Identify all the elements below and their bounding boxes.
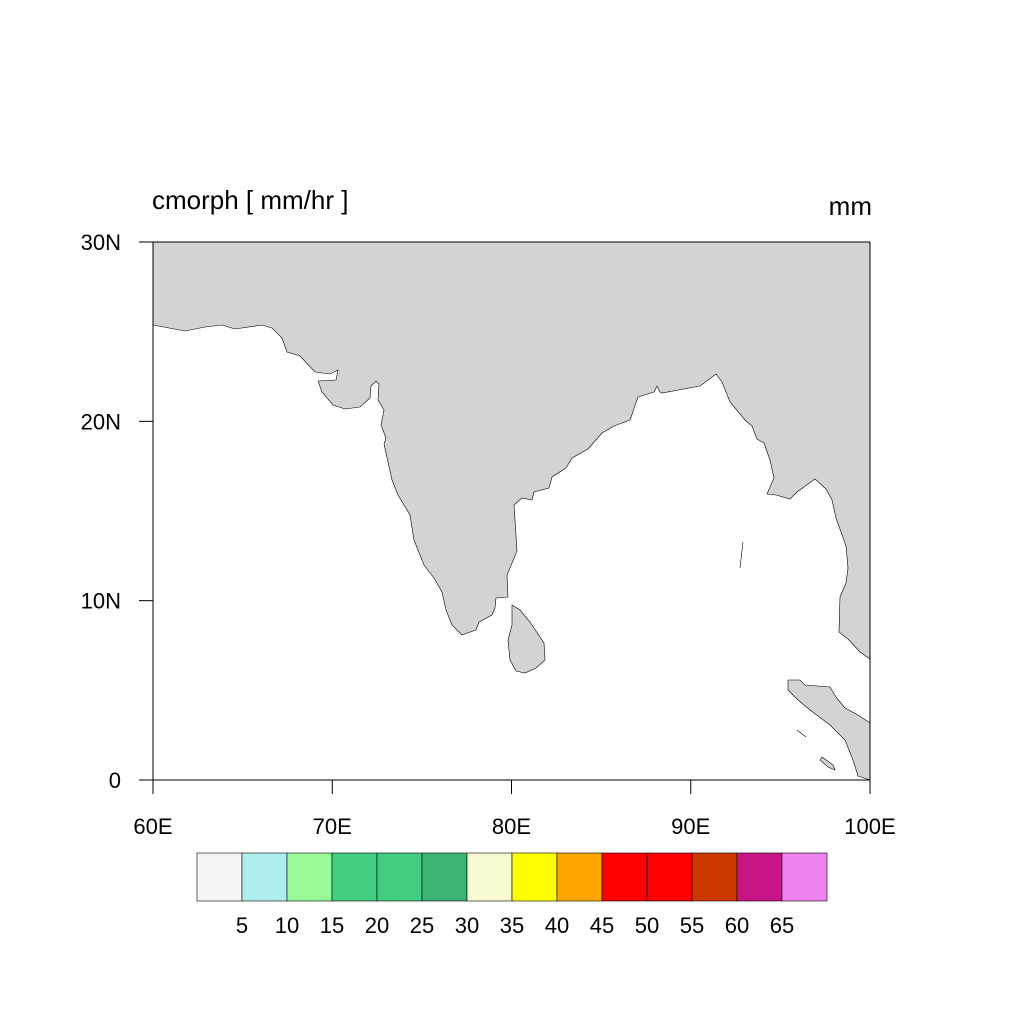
colorbar-label: 45 <box>590 913 614 938</box>
colorbar-box <box>691 852 738 902</box>
x-tick-label: 100E <box>844 814 895 839</box>
title-left: cmorph [ mm/hr ] <box>152 185 348 215</box>
colorbar-box <box>376 852 423 902</box>
colorbar-box <box>556 852 603 902</box>
land <box>152 241 871 781</box>
x-tick-label: 90E <box>671 814 710 839</box>
colorbar-label: 10 <box>275 913 299 938</box>
x-tick-label: 60E <box>133 814 172 839</box>
colorbar-label: 25 <box>410 913 434 938</box>
colorbar-box <box>646 852 693 902</box>
x-tick-label: 70E <box>313 814 352 839</box>
colorbar-label: 40 <box>545 913 569 938</box>
colorbar-box <box>601 852 648 902</box>
colorbar-label: 15 <box>320 913 344 938</box>
colorbar-label: 20 <box>365 913 389 938</box>
colorbar-box <box>241 852 288 902</box>
x-tick-label: 80E <box>492 814 531 839</box>
colorbar-box <box>736 852 783 902</box>
y-tick-label: 20N <box>81 409 121 434</box>
title-right: mm <box>829 191 872 221</box>
colorbar-label: 55 <box>680 913 704 938</box>
colorbar-label: 50 <box>635 913 659 938</box>
colorbar-label: 5 <box>236 913 248 938</box>
colorbar-label: 35 <box>500 913 524 938</box>
colorbar-box <box>196 852 243 902</box>
colorbar-box <box>511 852 558 902</box>
colorbar-box <box>331 852 378 902</box>
island <box>819 756 836 771</box>
island <box>739 541 807 738</box>
colorbar-box <box>781 852 828 902</box>
colorbar-label: 30 <box>455 913 479 938</box>
colorbar-box <box>466 852 513 902</box>
colorbar-box <box>421 852 468 902</box>
colorbar-label: 60 <box>725 913 749 938</box>
colorbar-label: 65 <box>770 913 794 938</box>
colorbar-box <box>286 852 333 902</box>
sri-lanka <box>507 604 546 674</box>
mainland <box>152 241 871 660</box>
y-tick-label: 0 <box>109 768 121 793</box>
y-tick-label: 30N <box>81 230 121 255</box>
y-tick-label: 10N <box>81 589 121 614</box>
